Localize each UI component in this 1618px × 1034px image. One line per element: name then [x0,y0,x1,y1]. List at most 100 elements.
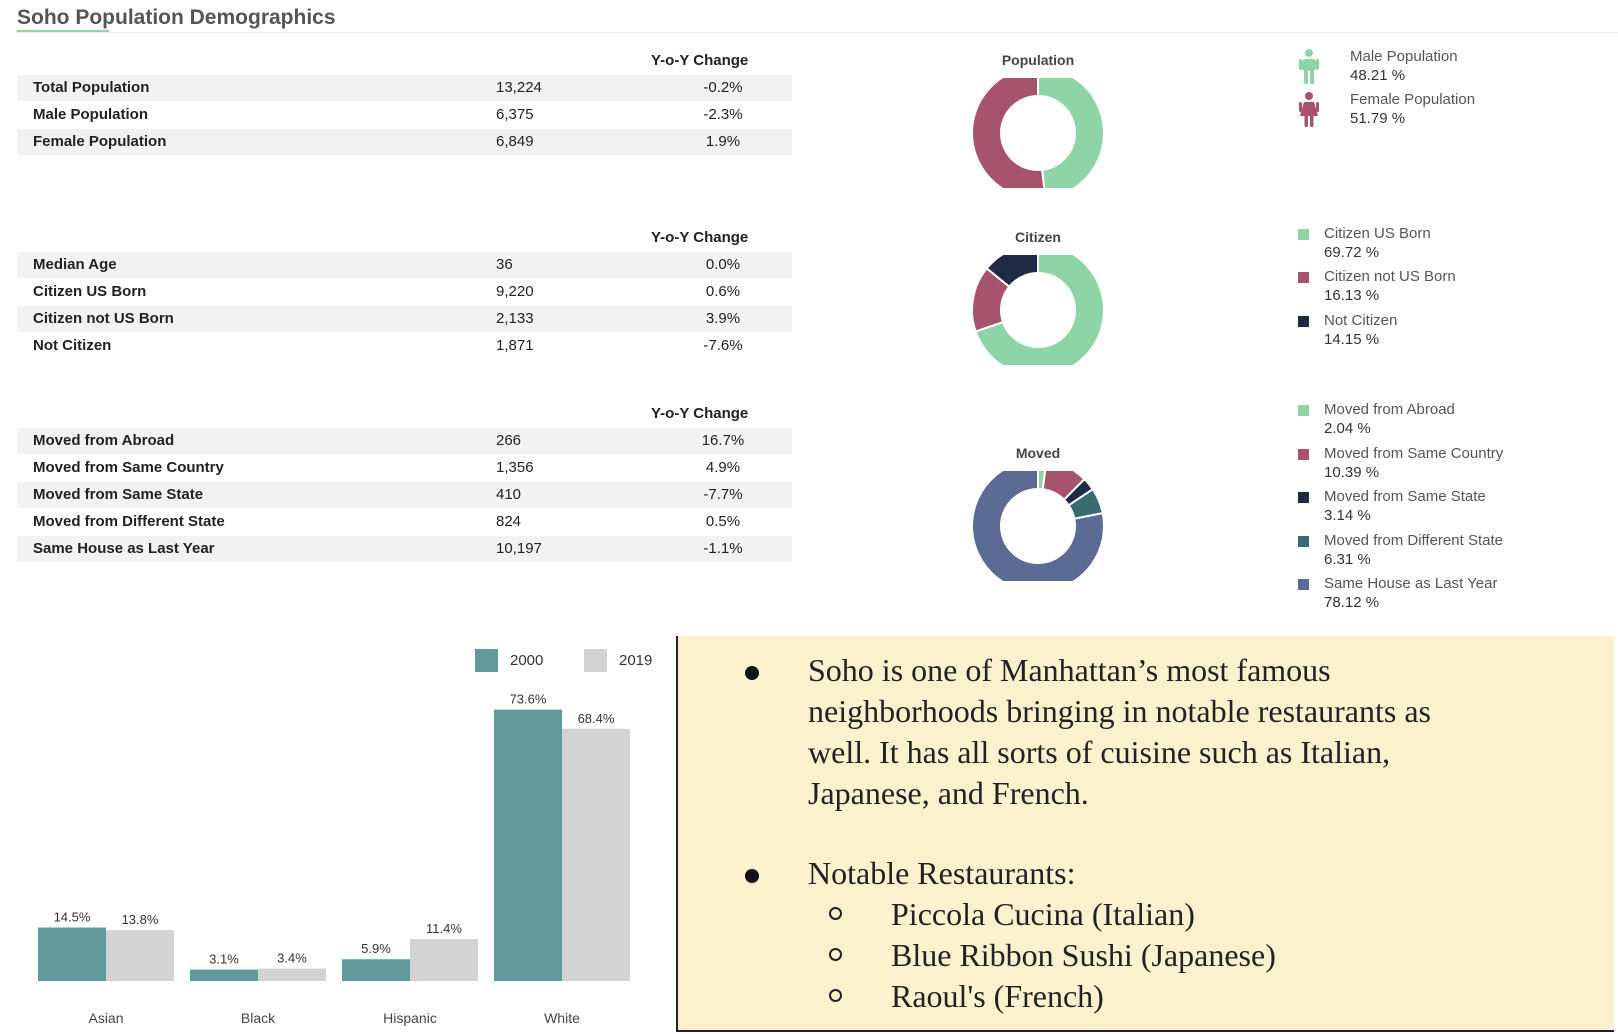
bullet-dot [745,666,759,680]
legend-value: 48.21 % [1350,67,1406,84]
note-line: Notable Restaurants: [808,855,1076,891]
row-value: 6,849 [496,133,534,150]
restaurant-item: Raoul's (French) [891,978,1104,1014]
donut-slice-citizen-us-born [974,255,1105,365]
legend-label: Male Population [1350,48,1458,65]
table-row: Moved from Abroad 266 16.7% [17,428,792,454]
legend-swatch [1298,449,1309,460]
legend-value: 51.79 % [1350,110,1406,127]
legend-label: Citizen US Born [1324,225,1431,242]
row-label: Not Citizen [33,337,112,354]
donut-slice-not-citizen [985,255,1039,289]
moved-donut-chart [971,471,1105,581]
row-value: 824 [496,513,522,530]
x-tick-label: White [544,1010,580,1026]
moved-donut-title: Moved [1015,445,1061,461]
row-change: 1.9% [705,133,741,150]
yoy-header-moved: Y-o-Y Change [651,405,749,422]
female-person-icon [1299,92,1319,127]
table-row: Moved from Different State 824 0.5% [17,509,792,535]
citizen-donut-title: Citizen [1015,229,1061,245]
row-value: 1,356 [496,459,534,476]
x-tick-label: Asian [88,1010,123,1026]
legend-citizen-us-born: Citizen US Born 69.72 % [1324,225,1431,261]
row-value: 1,871 [496,337,534,354]
sub-bullet-circle [829,907,842,920]
population-donut-chart [971,78,1105,188]
legend-value: 6.31 % [1324,551,1371,568]
bar-white-2000 [494,709,562,981]
table-row: Female Population 6,849 1.9% [17,129,792,155]
legend-swatch [1298,536,1309,547]
legend-swatch-2000 [475,649,498,672]
row-label: Citizen not US Born [33,310,174,327]
legend-value: 3.14 % [1324,507,1371,524]
donut-slice-male-population [1037,78,1105,188]
page-title: Soho Population Demographics [17,6,336,29]
bar-value-label: 3.4% [277,950,307,965]
male-person-icon [1299,49,1319,84]
sub-bullet-circle [829,948,842,961]
note-bullet-2: Notable Restaurants: [808,853,1075,894]
table-row: Same House as Last Year 10,197 -1.1% [17,536,792,562]
row-value: 6,375 [496,106,534,123]
notes-panel: Soho is one of Manhattan’s most famous n… [676,636,1614,1032]
table-row: Citizen US Born 9,220 0.6% [17,279,792,305]
table-row: Median Age 36 0.0% [17,252,792,278]
bar-value-label: 68.4% [578,711,615,726]
legend-same-house-as-last-year: Same House as Last Year 78.12 % [1324,575,1497,611]
legend-label-2019: 2019 [619,652,653,669]
bar-black-2000 [190,969,258,981]
table-row: Not Citizen 1,871 -7.6% [17,333,792,359]
row-value: 9,220 [496,283,534,300]
bar-hispanic-2000 [342,959,410,981]
ethnicity-bar-chart: 14.5% 13.8% Asian 3.1% 3.4% Black 5.9% 11.4% His… [38,692,630,1026]
note-line: Soho is one of Manhattan’s most famous [808,652,1331,688]
row-label: Moved from Same State [33,486,204,503]
row-value: 10,197 [496,540,542,557]
legend-swatch [1298,316,1309,327]
row-value: 266 [496,432,522,449]
legend-male-population: Male Population 48.21 % [1350,48,1458,84]
citizen-donut-chart [971,255,1105,365]
legend-swatch [1298,229,1309,240]
restaurant-item: Blue Ribbon Sushi (Japanese) [891,937,1276,973]
row-label: Same House as Last Year [33,540,215,557]
note-bullet-1: Soho is one of Manhattan’s most famous n… [808,650,1431,814]
table-row: Moved from Same State 410 -7.7% [17,482,792,508]
sub-bullet-circle [829,989,842,1002]
note-line: neighborhoods bringing in notable restau… [808,693,1431,729]
bar-value-label: 13.8% [122,912,159,927]
bar-asian-2019 [106,930,174,981]
bar-value-label: 5.9% [361,941,391,956]
note-line: Japanese, and French. [808,775,1089,811]
legend-value: 78.12 % [1324,594,1380,611]
row-value: 410 [496,486,522,503]
legend-citizen-not-us-born: Citizen not US Born 16.13 % [1324,268,1456,304]
legend-value: 10.39 % [1324,464,1380,481]
bar-value-label: 3.1% [209,952,239,967]
table-row: Total Population 13,224 -0.2% [17,75,792,101]
bar-black-2019 [258,968,326,981]
bar-white-2019 [562,728,630,981]
bar-value-label: 14.5% [54,910,91,925]
restaurant-item: Piccola Cucina (Italian) [891,896,1195,932]
x-tick-label: Black [241,1010,276,1026]
table-row: Citizen not US Born 2,133 3.9% [17,306,792,332]
row-label: Total Population [33,79,150,96]
legend-label: Citizen not US Born [1324,268,1456,285]
donut-slice-same-house-as-last-year [971,471,1105,581]
legend-moved-from-same-country: Moved from Same Country 10.39 % [1324,445,1503,481]
title-divider [17,32,1618,33]
x-tick-label: Hispanic [383,1010,437,1026]
row-value: 13,224 [496,79,542,96]
row-label: Median Age [33,256,117,273]
row-change: 4.9% [705,459,741,476]
legend-value: 16.13 % [1324,287,1380,304]
legend-swatch [1298,579,1309,590]
row-label: Moved from Different State [33,513,225,530]
legend-swatch [1298,492,1309,503]
title-underline [17,30,109,32]
row-change: -1.1% [703,540,743,557]
row-change: 0.0% [705,256,741,273]
